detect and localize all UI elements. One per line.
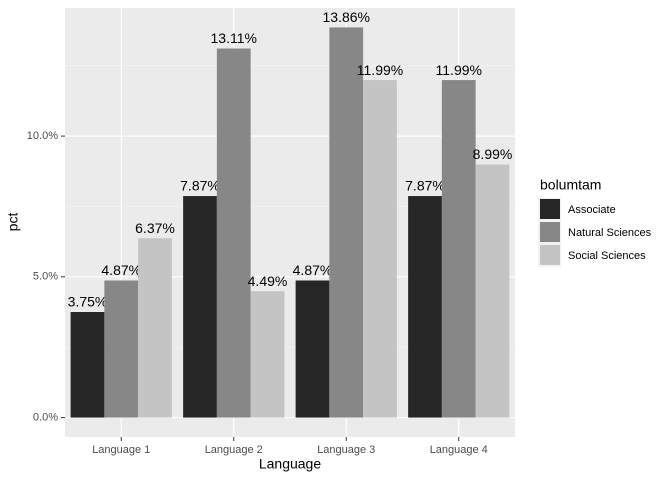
value-label: 3.75% [68,294,108,310]
legend-label: Social Sciences [568,250,646,262]
bar [183,196,217,418]
value-label: 4.87% [293,262,333,278]
value-label: 13.86% [323,9,370,25]
bar [408,196,442,418]
bar [70,312,105,418]
value-label: 8.99% [473,146,513,162]
bar [441,80,476,418]
bar [250,291,285,418]
x-tick-label: Language 1 [92,444,150,456]
legend-key [540,245,560,265]
value-label: 7.87% [405,178,445,194]
legend-key [540,199,560,219]
value-label: 11.99% [436,62,482,78]
y-tick-label: 10.0% [27,130,58,142]
x-axis-title: Language [259,456,322,472]
legend-key [540,222,560,242]
x-tick-label: Language 4 [430,444,488,456]
value-label: 13.11% [211,30,257,46]
legend-label: Natural Sciences [568,227,652,239]
y-tick-label: 5.0% [33,271,58,283]
bar [295,280,330,418]
bar [329,27,364,418]
y-tick-label: 0.0% [33,411,58,423]
x-tick-label: Language 3 [317,444,375,456]
y-axis-title: pct [5,213,21,232]
bar [216,48,251,418]
value-label: 4.49% [248,273,288,289]
value-label: 7.87% [180,178,220,194]
value-label: 4.87% [101,262,141,278]
legend-title: bolumtam [540,177,601,193]
bar [104,280,139,418]
legend-label: Associate [568,204,616,216]
bar [363,80,397,418]
x-tick-label: Language 2 [205,444,263,456]
bar [138,238,172,418]
bar [475,164,510,418]
value-label: 6.37% [135,220,175,236]
value-label: 11.99% [357,62,403,78]
